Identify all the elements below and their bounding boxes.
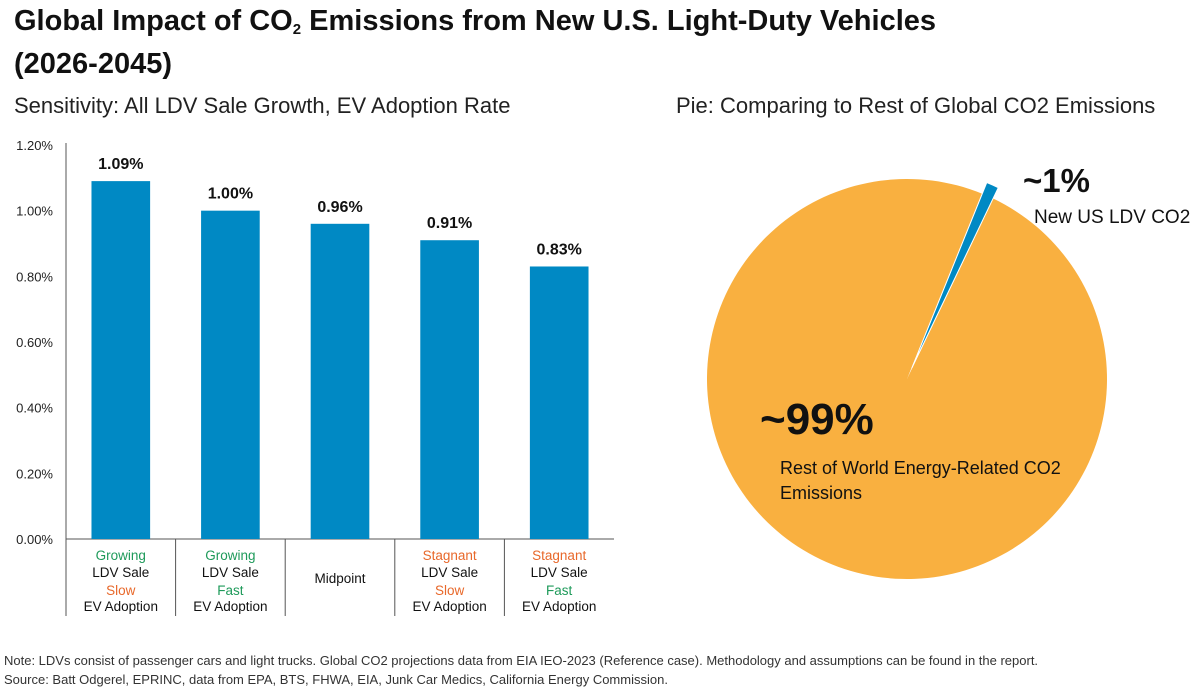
bar-value-label: 1.09% xyxy=(98,156,143,173)
bar xyxy=(529,266,589,539)
bar-chart: 0.00% 0.20% 0.40% 0.60% 0.80% 1.00% 1.20% 1.09%… xyxy=(16,138,614,616)
category-label-line: EV Adoption xyxy=(412,599,487,614)
bar-value-label: 0.96% xyxy=(317,199,362,216)
category-label-line: Slow xyxy=(434,582,465,598)
category-label: Stagnant LDV Sale Slow EV Adoption xyxy=(395,548,505,616)
title-line2: (2026-2045) xyxy=(14,48,172,80)
y-tick-label: 1.20% xyxy=(16,138,53,153)
bar xyxy=(201,210,260,539)
category-label-line: EV Adoption xyxy=(522,599,597,614)
bar xyxy=(310,223,370,540)
pie-slice-rest-of-world xyxy=(707,179,1108,580)
category-label-line: Stagnant xyxy=(532,548,587,563)
title-subscript: 2 xyxy=(292,21,302,38)
y-tick-label: 0.40% xyxy=(16,401,53,416)
category-label-line: Growing xyxy=(205,548,256,563)
category-label-line: Fast xyxy=(217,582,244,598)
y-tick-label: 0.80% xyxy=(16,269,53,284)
title-part2: Emissions from New U.S. Light-Duty Vehic… xyxy=(301,5,937,37)
y-tick-label: 0.00% xyxy=(16,532,53,547)
category-label-line: LDV Sale xyxy=(201,564,259,580)
pie-slice-us-ldv xyxy=(911,181,999,369)
bar xyxy=(420,240,479,539)
source-text: Source: Batt Odgerel, EPRINC, data from … xyxy=(4,672,668,687)
bar-chart-subtitle: Sensitivity: All LDV Sale Growth, EV Ado… xyxy=(14,93,511,118)
y-tick-label: 0.60% xyxy=(16,335,53,350)
category-label-line: LDV Sale xyxy=(530,564,588,580)
category-label-line: Stagnant xyxy=(422,548,477,563)
category-label-line: LDV Sale xyxy=(421,564,479,580)
category-label-line: Slow xyxy=(106,582,136,598)
title-part1: Global Impact of CO xyxy=(14,5,293,37)
bar-value-label: 0.83% xyxy=(537,241,582,258)
y-tick-label: 0.20% xyxy=(16,466,53,481)
category-label-line: LDV Sale xyxy=(92,564,150,580)
category-label-line: EV Adoption xyxy=(83,599,158,614)
note-text: Note: LDVs consist of passenger cars and… xyxy=(4,653,1039,668)
chart-title: Global Impact of CO2 Emissions from New … xyxy=(14,4,1014,81)
pie-chart-subtitle: Pie: Comparing to Rest of Global CO2 Emi… xyxy=(676,93,1156,118)
category-label-line: Growing xyxy=(95,548,146,563)
y-tick-label: 1.00% xyxy=(16,204,53,219)
pie-big-percent-label: ~99% xyxy=(760,395,874,444)
pie-big-name-label: Rest of World Energy-Related CO2 Emissio… xyxy=(780,458,1061,503)
bar xyxy=(91,181,151,539)
category-label: Growing LDV Sale Slow EV Adoption xyxy=(66,548,176,616)
category-label-line: EV Adoption xyxy=(193,599,268,614)
bar-value-label: 1.00% xyxy=(208,186,253,203)
pie-small-name-label: New US LDV CO2 xyxy=(1034,207,1191,228)
category-label-line: Midpoint xyxy=(314,571,366,586)
category-label: Stagnant LDV Sale Fast EV Adoption xyxy=(504,548,614,616)
category-label: Midpoint xyxy=(285,571,395,588)
pie-small-percent-label: ~1% xyxy=(1023,162,1090,199)
category-label-line: Fast xyxy=(546,582,573,598)
bar-value-label: 0.91% xyxy=(427,215,472,232)
category-label: Growing LDV Sale Fast EV Adoption xyxy=(175,548,285,616)
